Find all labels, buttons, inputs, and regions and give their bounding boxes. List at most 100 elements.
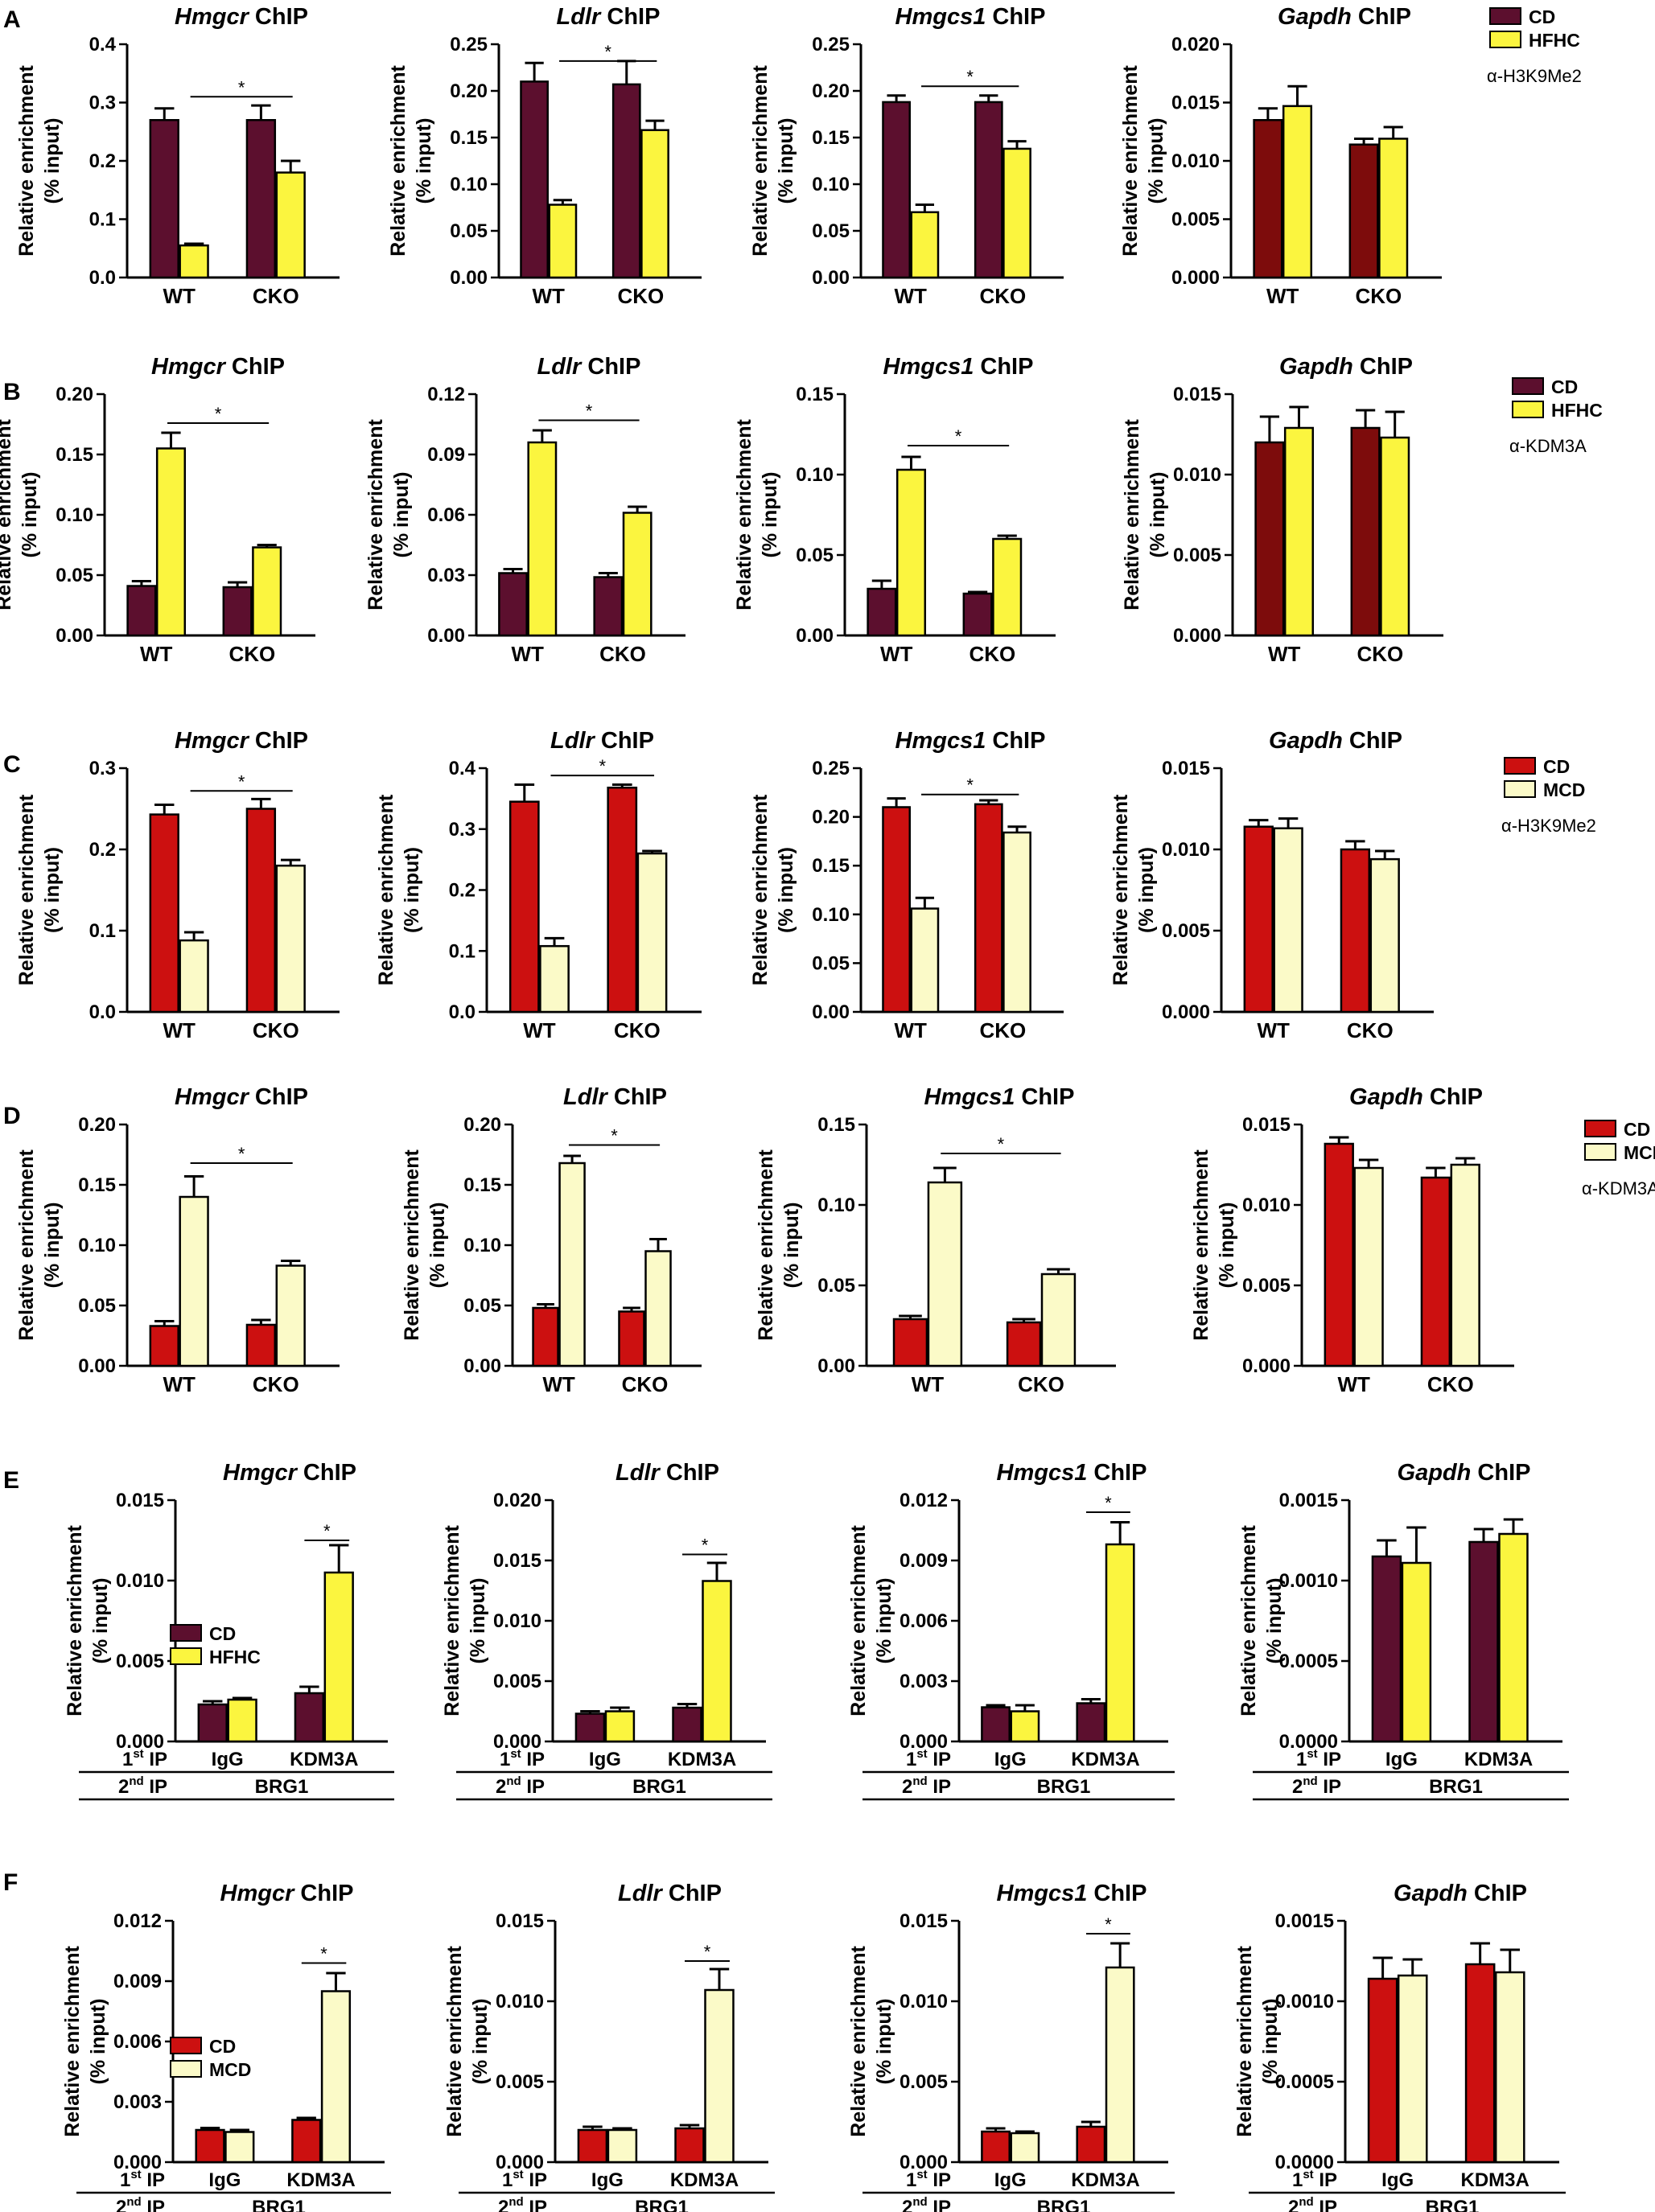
second-ip-label: 2nd IP [1292,1774,1341,1798]
bar-cd-igg [197,1703,228,1743]
x-tick-label: IgG [1385,1749,1418,1770]
y-tick-label: 0.010 [1173,464,1221,486]
x-tick-label: WT [880,642,913,666]
y-tick-label: 0.2 [89,150,116,172]
y-tick-label: 0.00 [796,625,834,647]
x-tick-label: WT [1257,1018,1290,1042]
y-tick-label: 0.00 [817,1355,855,1377]
x-tick-label: CKO [1347,1018,1394,1042]
x-tick-label: CKO [253,284,299,308]
y-tick-label: 0.006 [900,1610,948,1632]
bar-cd-cko [1340,848,1371,1013]
bar-cd-igg [1371,1555,1402,1743]
bar-hfhc-wt [1282,105,1313,279]
second-ip-target: BRG1 [1429,1776,1483,1798]
legend-label: MCD [1624,1142,1655,1163]
y-tick-label: 0.0 [449,1001,476,1023]
y-tick-label: 0.25 [812,758,850,779]
chart-title: Ldlr ChIP [557,4,661,30]
y-axis-label: Relative enrichment (% input) [64,1525,112,1717]
bar-cd-cko [1006,1321,1042,1367]
bar-hfhc-wt [155,447,187,637]
y-tick-label: 0.003 [900,1671,948,1692]
chart-title: Gapdh ChIP [1278,4,1411,30]
y-tick-label: 0.010 [1242,1194,1291,1216]
y-tick-label: 0.05 [796,545,834,566]
legend-label: CD [1543,756,1570,777]
y-tick-label: 0.003 [113,2091,162,2113]
y-tick-label: 0.2 [449,880,476,902]
bar-cd-cko [607,786,638,1013]
bar-cd-kdm3a [674,2127,705,2164]
second-ip-target: BRG1 [1037,1776,1091,1798]
bar-mcd-kdm3a [320,1990,352,2164]
y-axis-label: Relative enrichment (% input) [443,1946,492,2137]
y-tick-label: 0.000 [1162,1001,1210,1023]
chart-C-gapdh: Gapdh ChIP Relative enrichment (% input)0.… [1110,728,1434,1042]
second-ip-label: 2nd IP [902,2195,951,2212]
bar-mcd-igg [224,2131,255,2164]
y-axis-label: Relative enrichment (% input) [441,1525,489,1717]
legend-A: CD HFHC α-H3K9Me2 [1487,6,1582,86]
panel-letter: F [3,1869,18,1896]
bar-hfhc-cko [1380,436,1410,637]
bar-mcd-cko [1040,1273,1077,1367]
bar-hfhc-igg [604,1710,636,1743]
bar-hfhc-kdm3a [323,1571,354,1743]
x-tick-label: WT [542,1372,575,1396]
legend-label: CD [209,2036,236,2057]
x-tick-label: CKO [618,284,665,308]
second-ip-label: 2nd IP [496,1774,545,1798]
y-tick-label: 0.10 [463,1235,501,1256]
legend-swatch [1489,7,1521,25]
legend-label: CD [209,1623,236,1644]
bar-mcd-cko [1002,831,1031,1013]
chart-title: Ldlr ChIP [618,1881,722,1906]
y-tick-label: 0.10 [817,1194,855,1216]
first-ip-label: 1st IP [906,2168,951,2191]
y-axis-label: Relative enrichment (% input) [401,1149,449,1341]
bar-cd-wt [508,800,540,1013]
bar-cd-wt [892,1318,928,1367]
bar-cd-igg [574,1712,606,1743]
chart-title: Gapdh ChIP [1269,728,1402,754]
y-axis-label: Relative enrichment (% input) [1190,1149,1238,1341]
y-tick-label: 0.0 [89,1001,116,1023]
y-tick-label: 0.00 [78,1355,116,1377]
bar-cd-wt [882,101,911,279]
chart-F-hmgcs1: Hmgcs1 ChIP Relative enrichment (% input)0… [847,1881,1175,2212]
bar-cd-kdm3a [294,1692,325,1743]
bar-cd-igg [577,2128,608,2164]
y-tick-label: 0.15 [56,444,93,466]
y-tick-label: 0.05 [463,1295,501,1317]
y-tick-label: 0.12 [427,384,465,405]
x-tick-label: WT [1266,284,1299,308]
bar-cd-kdm3a [1464,1963,1496,2164]
y-tick-label: 0.3 [449,819,476,841]
y-axis-label: Relative enrichment (% input) [364,419,413,611]
significance-star: * [955,426,962,446]
y-axis-label: Relative enrichment (% input) [1233,1946,1282,2137]
bar-cd-wt [1324,1142,1354,1367]
bar-hfhc-cko [1002,147,1031,279]
bar-cd-wt [126,585,157,637]
y-tick-label: 0.0010 [1275,1991,1334,2013]
x-tick-label: WT [163,1018,196,1042]
y-tick-label: 0.20 [56,384,93,405]
bar-hfhc-cko [252,546,282,637]
legend-swatch [1512,377,1544,395]
bar-hfhc-cko [1378,138,1409,279]
bar-mcd-cko [636,852,668,1013]
bar-hfhc-wt [1283,426,1315,637]
y-axis-label: Relative enrichment (% input) [15,794,64,985]
y-tick-label: 0.009 [113,1971,162,1992]
y-tick-label: 0.10 [812,904,850,926]
legend-B: CD HFHC α-KDM3A [1509,376,1603,456]
significance-star: * [238,1144,245,1164]
chart-B-hmgcs1: Hmgcs1 ChIP Relative enrichment (% input) 0… [733,354,1056,666]
bar-mcd-wt [1353,1166,1384,1367]
legend-label: CD [1624,1119,1650,1140]
